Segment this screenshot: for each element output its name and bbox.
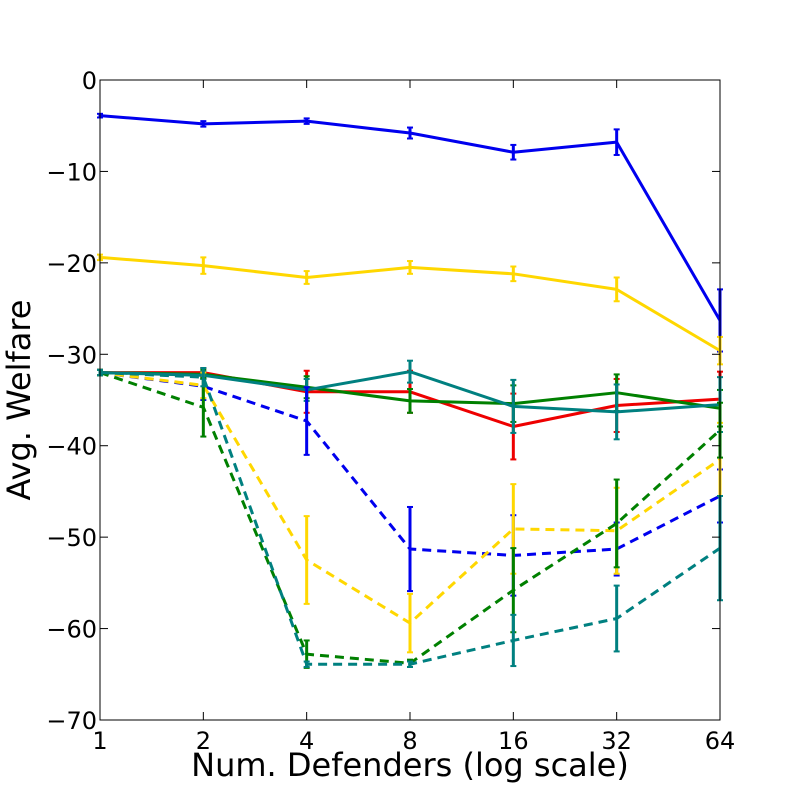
y-tick-label: 0 bbox=[82, 67, 97, 95]
y-tick-label: −10 bbox=[46, 158, 97, 186]
x-tick-label: 1 bbox=[92, 727, 107, 755]
x-tick-label: 2 bbox=[196, 727, 211, 755]
x-axis-title: Num. Defenders (log scale) bbox=[191, 746, 629, 784]
series-blue-solid bbox=[97, 112, 723, 353]
y-tick-label: −30 bbox=[46, 341, 97, 369]
x-tick-label: 32 bbox=[601, 727, 632, 755]
y-tick-label: −40 bbox=[46, 433, 97, 461]
y-tick-label: −70 bbox=[46, 707, 97, 735]
x-tick-label: 16 bbox=[498, 727, 529, 755]
x-tick-label: 64 bbox=[705, 727, 736, 755]
y-tick-label: −20 bbox=[46, 250, 97, 278]
ticks-layer: 1 2 4 8 16 32 64 0 −10 −20 −30 −40 −50 −60 −70 bbox=[46, 67, 735, 755]
plot-frame bbox=[99, 79, 721, 721]
x-tick-label: 8 bbox=[402, 727, 417, 755]
y-tick-label: −50 bbox=[46, 524, 97, 552]
y-tick-label: −60 bbox=[46, 616, 97, 644]
y-axis-title: Avg. Welfare bbox=[0, 300, 38, 501]
x-tick-label: 4 bbox=[299, 727, 314, 755]
